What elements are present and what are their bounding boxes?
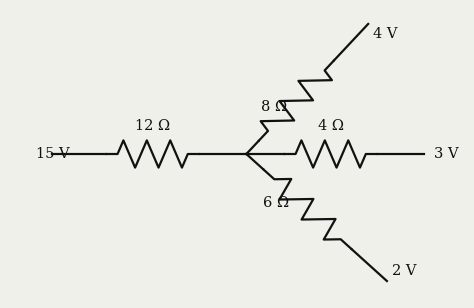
Text: 4 V: 4 V <box>373 27 397 41</box>
Text: 15 V: 15 V <box>36 147 69 161</box>
Text: 6 Ω: 6 Ω <box>263 196 289 210</box>
Text: 8 Ω: 8 Ω <box>261 100 287 114</box>
Text: 4 Ω: 4 Ω <box>318 119 344 133</box>
Text: 12 Ω: 12 Ω <box>135 119 170 133</box>
Text: 2 V: 2 V <box>392 264 416 278</box>
Text: 3 V: 3 V <box>434 147 458 161</box>
